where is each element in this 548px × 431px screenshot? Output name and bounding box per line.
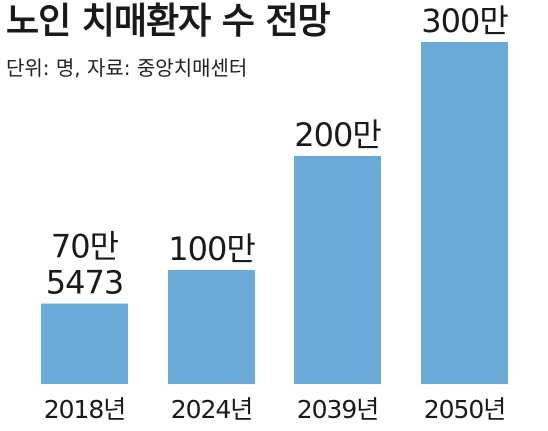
chart-subtitle: 단위: 명, 자료: 중앙치매센터: [6, 56, 248, 80]
bar-2018년: [41, 303, 128, 384]
bar-2050년: [421, 42, 508, 384]
bar-2039년: [294, 156, 381, 384]
category-labels-layer: 2018년 2024년 2039년 2050년: [44, 395, 507, 424]
category-label: 2018년: [44, 395, 126, 424]
value-label: 300만: [421, 2, 508, 40]
value-label: 70만: [51, 228, 119, 266]
bars-layer: [41, 42, 508, 384]
value-label: 200만: [294, 116, 381, 154]
category-label: 2024년: [171, 395, 253, 424]
category-label: 2039년: [297, 395, 379, 424]
value-label: 100만: [168, 230, 255, 268]
category-label: 2050년: [424, 395, 506, 424]
chart-title: 노인 치매환자 수 전망: [6, 1, 331, 42]
value-label: 5473: [46, 264, 123, 302]
bar-2024년: [168, 270, 255, 384]
